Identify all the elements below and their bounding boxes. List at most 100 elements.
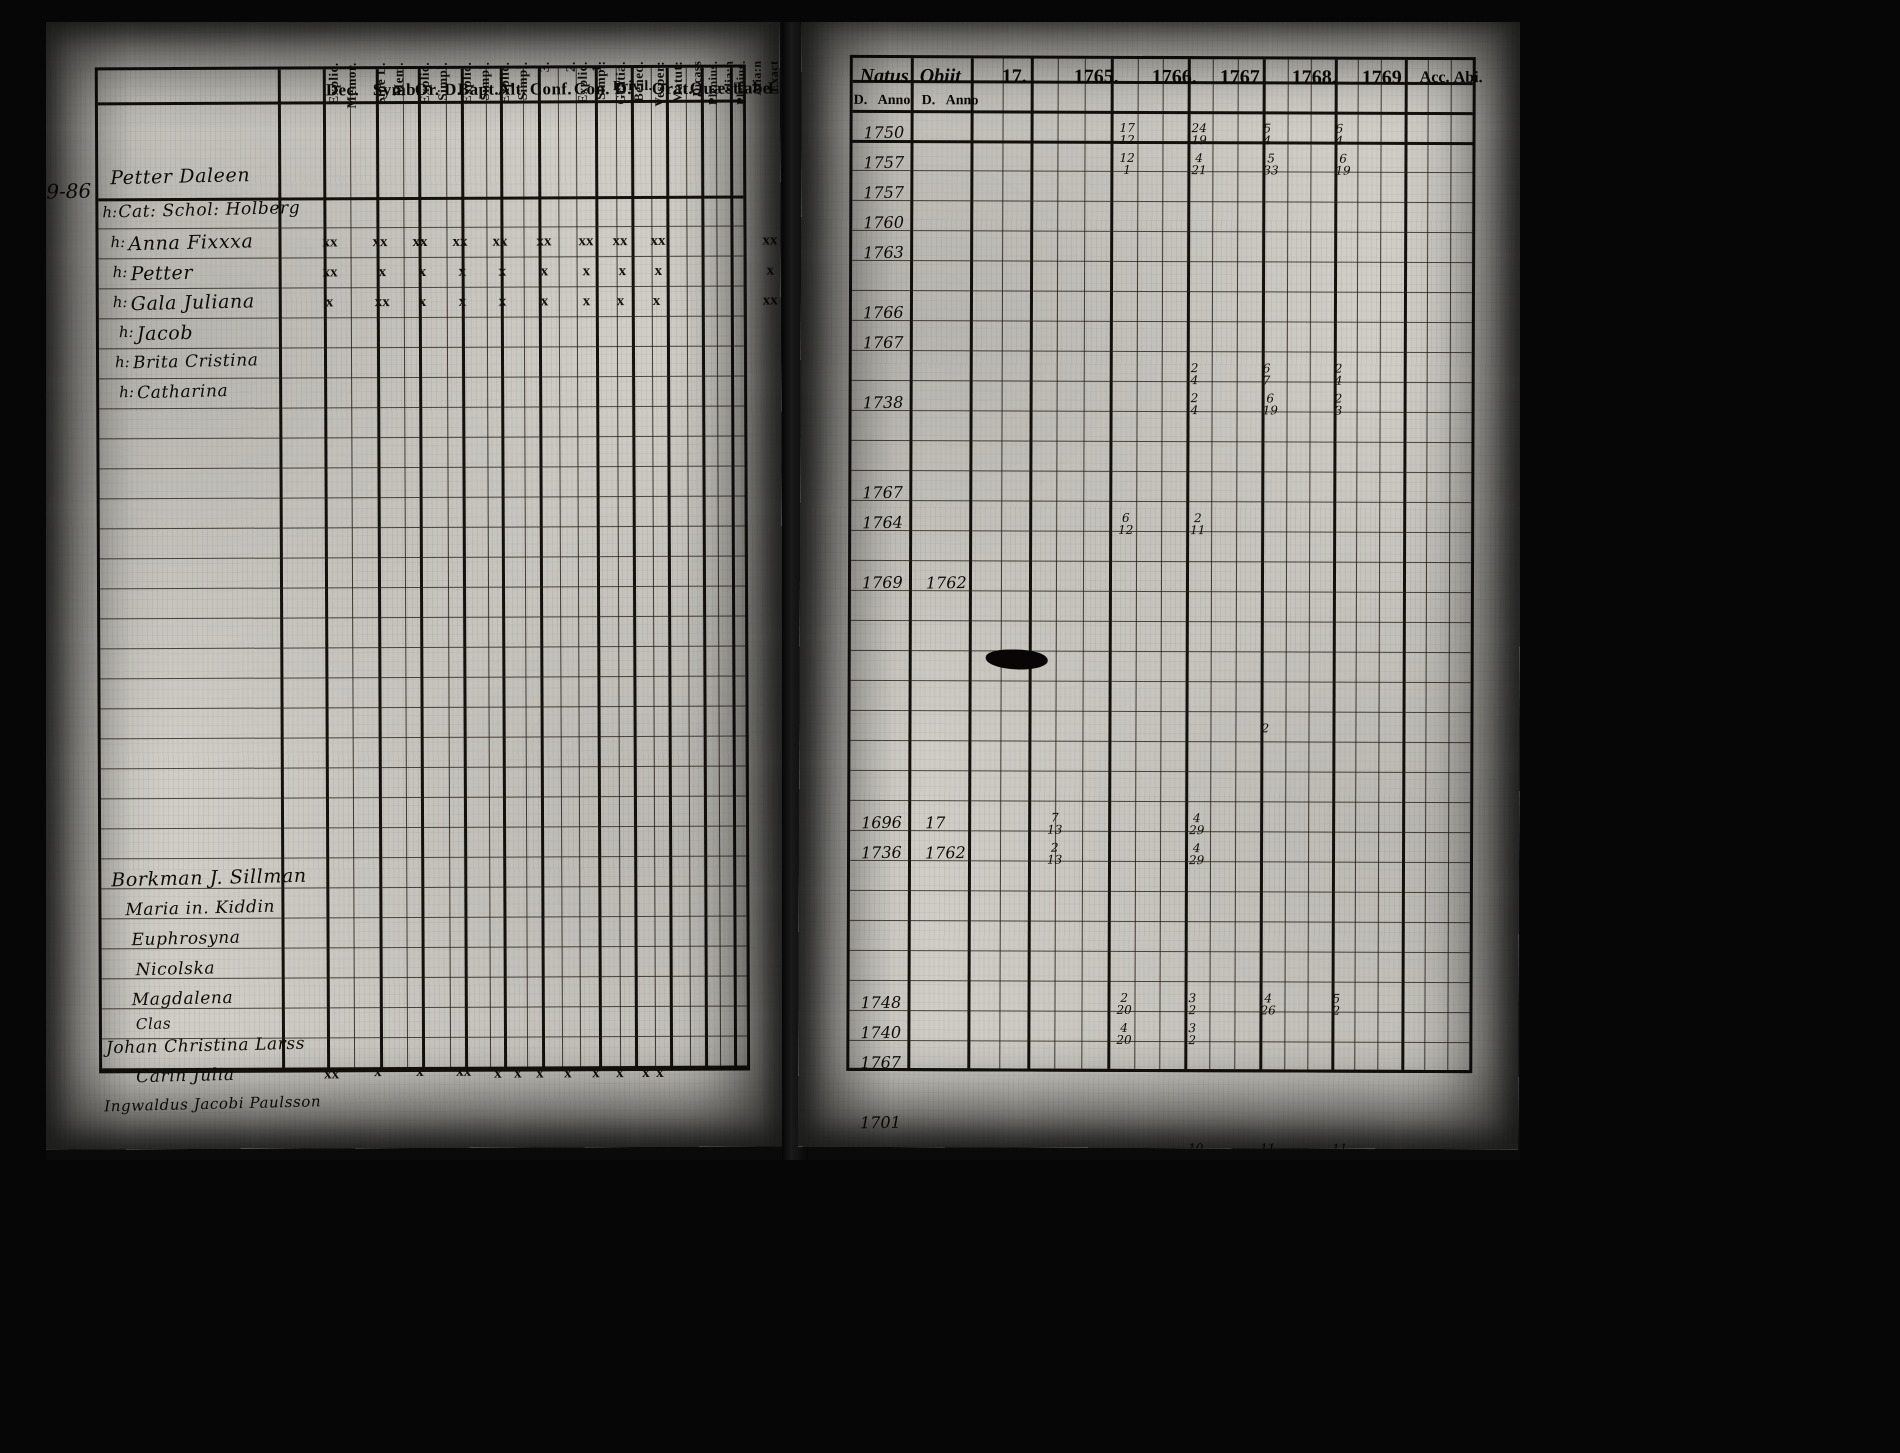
col-sub-conf-1: 3. xyxy=(536,61,552,73)
natus-value-1: 1757 xyxy=(863,152,905,173)
natus-value-13: 1764 xyxy=(862,512,904,533)
fraction-mark-5: 4 21 xyxy=(1191,151,1207,178)
mark-r3-c3: x xyxy=(458,263,467,280)
fraction-mark-21: 2 20 xyxy=(1116,990,1132,1017)
col-sub-bapt-2: Simpl. xyxy=(476,61,492,101)
footer-mark-11: x xyxy=(656,1064,664,1081)
footer-mark-7: x xyxy=(564,1065,572,1082)
col-sub-obiit-anno: Anno xyxy=(945,93,979,109)
mark-r4-c6: x xyxy=(582,293,591,310)
col-sub-symb-2: Mem. xyxy=(390,62,406,97)
col-sub-alt-1: Explic. xyxy=(496,61,512,104)
col-title-natus: Natus xyxy=(859,64,909,88)
col-sub-bapt: Explic. Simpl. xyxy=(459,62,493,150)
tail-col-acc: Acc. xyxy=(1419,68,1450,87)
fraction-mark-27: 1029 xyxy=(1187,1141,1204,1150)
col-sub-tabe-2: Alia:n xyxy=(749,60,764,96)
col-sub-ord-2: Simpl. xyxy=(434,61,450,101)
col-sub-ord-1: Explic. xyxy=(416,61,432,105)
edge-tear-top xyxy=(0,0,1900,22)
footer-mark-9: x xyxy=(616,1065,624,1082)
natus-value-12: 1767 xyxy=(862,482,904,503)
natus-value-31: 1767 xyxy=(860,1052,902,1073)
fraction-mark-17: 7 13 xyxy=(1047,810,1063,837)
natus-value-15: 1769 xyxy=(861,572,903,593)
col-sub-natus-anno: Anno xyxy=(877,93,911,109)
mark-r2-c4: xx xyxy=(492,233,508,250)
col-sub-quaest-2: Plenius. xyxy=(705,60,720,106)
lower-name-0: Borkman J. Sillman xyxy=(111,864,307,892)
footer-mark-2: x xyxy=(416,1063,424,1080)
col-sub-dec-2: Memor. xyxy=(343,62,359,109)
col-sub-tabe: Plenius. Alia:n xyxy=(734,60,765,148)
footer-mark-6: x xyxy=(536,1065,544,1082)
natus-value-4: 1763 xyxy=(863,242,904,263)
year-col-3: 1767 xyxy=(1219,66,1260,89)
col-sub-privil: Gratia. Bened. xyxy=(613,61,647,149)
fraction-mark-14: 6 12 xyxy=(1118,510,1134,537)
natus-value-33: 1701 xyxy=(859,1112,901,1133)
fraction-mark-7: 6 19 xyxy=(1335,151,1351,178)
col-sub-orat: Vesper: Matut: xyxy=(652,61,686,149)
natus-value-30: 1740 xyxy=(860,1022,902,1043)
mark-r3-c6: x xyxy=(582,263,591,280)
footer-mark-3: xx xyxy=(456,1063,472,1080)
col-sub-cond: Explic. Simpl. xyxy=(575,61,609,149)
mark-r3-c5: x xyxy=(540,263,549,280)
mark-r2-c1: xx xyxy=(372,234,388,251)
col-sub-symb: Sine L. Mem. xyxy=(373,62,407,150)
mark-r4-c1: xx xyxy=(374,294,390,311)
lower-name-8: Ingwaldus Jacobi Paulsson xyxy=(104,1092,322,1116)
natus-value-9: 1738 xyxy=(862,392,904,413)
mark-r2-c2: xx xyxy=(412,233,428,250)
col-sub-dec: Explic. Memor. xyxy=(326,62,360,150)
col-sub-cond-2: Simpl. xyxy=(592,61,608,100)
lower-name-4: Magdalena xyxy=(131,987,234,1011)
fraction-mark-1: 24 19 xyxy=(1191,121,1207,148)
fraction-mark-0: 17 12 xyxy=(1119,120,1135,147)
mark-r3-c4: x xyxy=(498,263,507,280)
entry-name-7: Catharina xyxy=(136,381,229,404)
obiit-value-15: 1762 xyxy=(925,572,967,593)
mark-r3-c7: x xyxy=(618,263,627,280)
col-sub-alt: Explic. Simpl. xyxy=(497,61,531,149)
mark-r2-c6: xx xyxy=(578,233,594,250)
year-col-2: 1766. xyxy=(1151,65,1197,89)
year-col-0: 17. xyxy=(1001,65,1027,88)
mark-r4-c4: x xyxy=(498,293,507,310)
fraction-mark-4: 12 1 xyxy=(1119,150,1135,177)
lower-name-2: Euphrosyna xyxy=(131,927,241,951)
col-sub-privil-2: Bened. xyxy=(630,60,646,102)
mark-r4-c5: x xyxy=(540,293,549,310)
entry-prefix-6: h: xyxy=(114,352,130,372)
col-sub-orat-1: Vesper: xyxy=(651,60,667,107)
right-page: Natus Obiit D. Anno D. Anno 17. 1765. 17… xyxy=(798,6,1522,1150)
mark-r2-c5: xx xyxy=(536,233,552,250)
fraction-mark-15: 2 11 xyxy=(1190,511,1206,538)
entry-name-3: Petter xyxy=(130,261,194,286)
entry-name-1: Cat: Schol: Holberg xyxy=(118,197,301,223)
natus-value-3: 1760 xyxy=(863,212,905,233)
tail-col-abi: Abi. xyxy=(1453,69,1483,87)
natus-value-0: 1750 xyxy=(863,122,905,143)
col-sub-privil-1: Gratia. xyxy=(612,61,628,105)
obiit-value-24: 1762 xyxy=(924,842,966,863)
mark-r4-c0: x xyxy=(325,294,334,311)
mark-r3-c2: x xyxy=(418,263,427,280)
lower-name-5: Clas xyxy=(135,1014,172,1034)
col-sub-cond-1: Explic. xyxy=(574,61,590,104)
footer-mark-0: xx xyxy=(324,1066,340,1083)
fraction-mark-12: 6 19 xyxy=(1262,391,1278,418)
entry-prefix-7: h: xyxy=(118,382,135,402)
fraction-mark-16: 2 xyxy=(1261,721,1270,736)
footer-mark-1: x xyxy=(374,1064,382,1081)
fraction-mark-23: 4 26 xyxy=(1260,991,1276,1018)
margin-note: 9-86 xyxy=(46,178,92,204)
edge-tear-right xyxy=(1520,0,1900,1453)
